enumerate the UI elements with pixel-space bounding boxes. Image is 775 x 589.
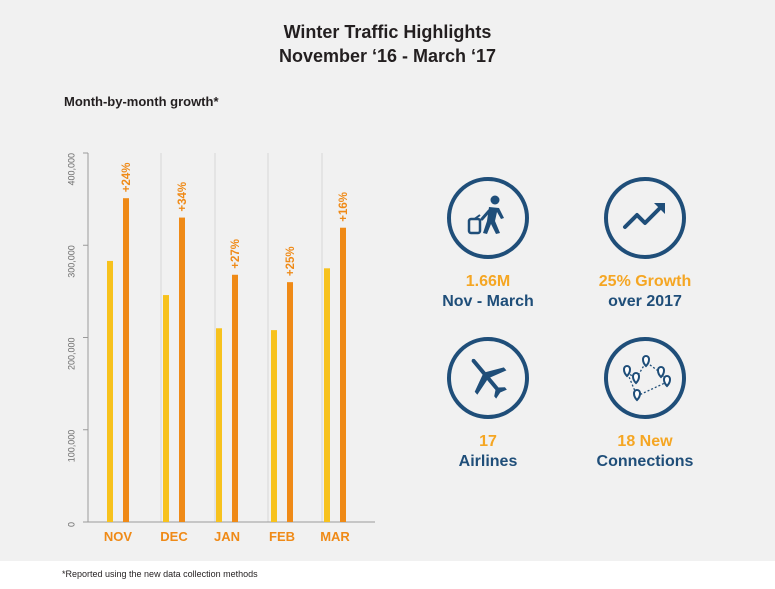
x-tick-label: MAR [320, 529, 350, 544]
x-tick-label: JAN [214, 529, 240, 544]
stat-value: 17 [479, 433, 497, 450]
infographic-panel [0, 0, 775, 561]
x-tick-label: FEB [269, 529, 295, 544]
y-tick-label: 300,000 [66, 245, 76, 278]
y-tick-label: 200,000 [66, 338, 76, 371]
bar-previous-year [163, 295, 169, 522]
map-pins-icon [604, 337, 686, 419]
stat-value: 18 New [617, 433, 673, 450]
growth-arrow-icon [604, 177, 686, 259]
growth-data-label: +24% [121, 162, 133, 192]
airplane-icon [447, 337, 529, 419]
stat-value: 25% Growth [598, 273, 692, 290]
footnote: *Reported using the new data collection … [62, 569, 258, 579]
title-line-2: November ‘16 - March ‘17 [278, 46, 497, 66]
bar-current-year [232, 274, 238, 522]
x-tick-label: DEC [160, 529, 188, 544]
stat-label: Nov - March [442, 293, 534, 310]
growth-data-label: +25% [285, 246, 297, 276]
growth-data-label: +27% [230, 239, 242, 269]
growth-data-label: +34% [177, 182, 189, 212]
bar-current-year [123, 198, 129, 522]
bar-current-year [340, 227, 346, 522]
stat-growth: 25% Growth over 2017 [560, 177, 730, 312]
growth-bar-chart: 0 100,000 200,000 300,000 400,000 NOV +24% DEC +… [66, 152, 375, 544]
growth-data-label: +16% [338, 192, 350, 222]
title-line-1: Winter Traffic Highlights [283, 22, 492, 42]
stat-connections: 18 New Connections [560, 337, 730, 472]
y-tick-label: 100,000 [66, 430, 76, 463]
stat-label: Airlines [458, 453, 518, 470]
stat-travelers: 1.66M Nov - March [403, 177, 573, 312]
chart-subtitle: Month-by-month growth* [64, 94, 219, 109]
y-tick-label: 400,000 [66, 153, 76, 186]
y-tick-label: 0 [66, 522, 76, 527]
bar-previous-year [216, 328, 222, 522]
bar-previous-year [324, 268, 330, 522]
stat-value: 1.66M [465, 273, 511, 290]
page-title: Winter Traffic Highlights November ‘16 -… [0, 20, 775, 68]
bar-previous-year [271, 330, 277, 522]
bar-current-year [287, 282, 293, 522]
bar-previous-year [107, 260, 113, 522]
stat-label: Connections [596, 453, 694, 470]
x-tick-label: NOV [104, 529, 133, 544]
stat-airlines: 17 Airlines [403, 337, 573, 472]
bar-current-year [179, 217, 185, 522]
traveler-icon [447, 177, 529, 259]
stat-label: over 2017 [608, 293, 682, 310]
